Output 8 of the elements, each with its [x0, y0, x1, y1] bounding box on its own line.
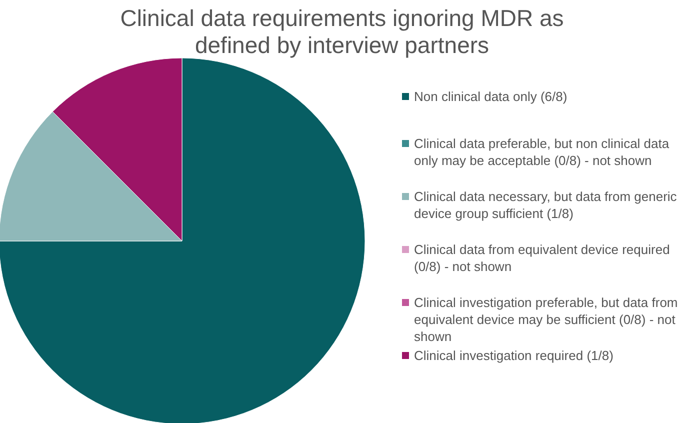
- legend-label: Clinical investigation required (1/8): [414, 348, 614, 363]
- legend-label: Non clinical data only (6/8): [414, 89, 568, 104]
- legend-label: Clinical data preferable, but non clinical data only may be acceptable (0/8) - not shown: [414, 136, 670, 168]
- legend-label: Clinical data necessary, but data from generic device group sufficient (1/8): [414, 189, 678, 221]
- legend-label: Clinical investigation preferable, but data from equivalent device may be sufficient (0/8) - not shown: [414, 295, 678, 344]
- legend-label: Clinical data from equivalent device required (0/8) - not shown: [414, 242, 670, 274]
- pie-slice: [0, 58, 366, 423]
- chart-title: Clinical data requirements ignoring MDR as defined by interview partners: [120, 5, 564, 58]
